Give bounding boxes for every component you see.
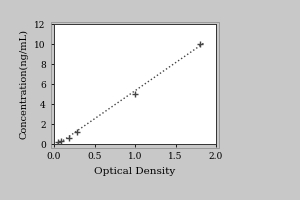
- Y-axis label: Concentration(ng/mL): Concentration(ng/mL): [20, 29, 28, 139]
- X-axis label: Optical Density: Optical Density: [94, 167, 176, 176]
